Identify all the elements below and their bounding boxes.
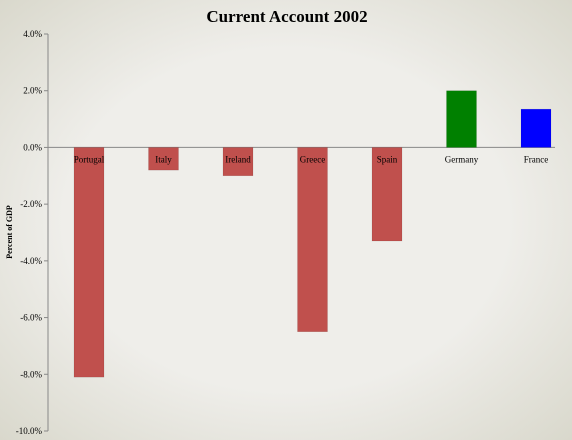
bar-france xyxy=(520,108,552,148)
y-tick-label: -4.0% xyxy=(20,256,42,266)
category-label-italy: Italy xyxy=(155,154,172,164)
bar-germany xyxy=(446,90,477,148)
bar-italy xyxy=(148,147,179,171)
y-tick-label: -8.0% xyxy=(20,369,42,379)
category-label-greece: Greece xyxy=(300,154,325,164)
category-label-france: France xyxy=(524,154,549,164)
y-tick-label: -10.0% xyxy=(16,426,43,436)
bar-ireland xyxy=(222,147,254,177)
y-tick-label: -6.0% xyxy=(20,313,42,323)
bar-portugal xyxy=(73,147,105,378)
bar-greece xyxy=(297,147,328,332)
category-labels: Portugal Italy Ireland Greece Spain Germany Fr… xyxy=(74,154,549,164)
category-label-ireland: Ireland xyxy=(225,154,251,164)
chart-title: Current Account 2002 xyxy=(206,7,367,26)
bar-spain xyxy=(371,147,403,242)
category-label-portugal: Portugal xyxy=(74,154,105,164)
category-label-germany: Germany xyxy=(445,154,479,164)
y-tick-label: 0.0% xyxy=(23,142,42,152)
y-axis-label: Percent of GDP xyxy=(5,205,14,259)
category-label-spain: Spain xyxy=(377,154,398,164)
bars xyxy=(73,90,552,378)
y-tick-label: 4.0% xyxy=(23,29,42,39)
y-tick-label: -2.0% xyxy=(20,199,42,209)
y-tick-label: 2.0% xyxy=(23,86,42,96)
